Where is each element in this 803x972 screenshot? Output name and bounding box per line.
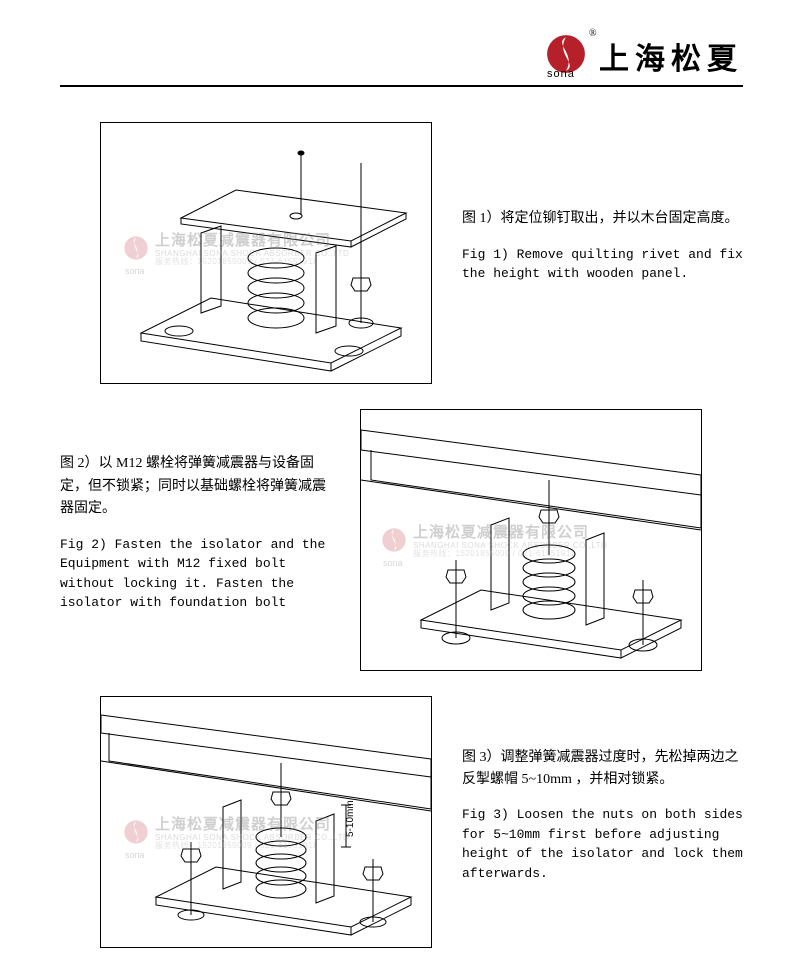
step-1-row: sona 上海松夏减震器有限公司 SHANGHAI SONA SHOCK ABS…: [60, 122, 743, 384]
registered-mark: ®: [589, 28, 597, 39]
figure-2: sona 上海松夏减震器有限公司 SHANGHAI SONA SHOCK ABS…: [360, 409, 702, 671]
figure-3: 5-10mm sona 上海松夏减震器有限公司 SHANGHAI SONA SH…: [100, 696, 432, 948]
brand-name-zh: 上海松夏: [599, 34, 743, 78]
step-1-caption-zh: 图 1）将定位铆钉取出，并以木台固定高度。: [462, 208, 743, 230]
step-2-caption-en: Fig 2) Fasten the isolator and the Equip…: [60, 535, 330, 613]
figure-2-drawing: [361, 410, 701, 670]
brand-name-en: sona: [547, 68, 575, 80]
step-3-row: 5-10mm sona 上海松夏减震器有限公司 SHANGHAI SONA SH…: [60, 696, 743, 948]
step-2-caption-zh: 图 2）以 M12 螺栓将弹簧减震器与设备固定，但不锁紧；同时以基础螺栓将弹簧减…: [60, 453, 330, 520]
page: ® sona 上海松夏: [0, 0, 803, 972]
step-1-caption-en: Fig 1) Remove quilting rivet and fix the…: [462, 245, 743, 284]
step-2-row: 图 2）以 M12 螺栓将弹簧减震器与设备固定，但不锁紧；同时以基础螺栓将弹簧减…: [60, 409, 743, 671]
step-1-text: 图 1）将定位铆钉取出，并以木台固定高度。 Fig 1) Remove quil…: [462, 208, 743, 297]
step-3-text: 图 3）调整弹簧减震器过度时，先松掉两边之反掣螺帽 5~10mm ，并相对锁紧。…: [462, 747, 743, 898]
figure-1-drawing: [101, 123, 431, 383]
step-3-caption-zh: 图 3）调整弹簧减震器过度时，先松掉两边之反掣螺帽 5~10mm ，并相对锁紧。: [462, 747, 743, 792]
sona-logo-icon: ® sona: [545, 30, 591, 78]
figure-3-drawing: 5-10mm: [101, 697, 431, 947]
page-header: ® sona 上海松夏: [60, 30, 743, 87]
step-2-text: 图 2）以 M12 螺栓将弹簧减震器与设备固定，但不锁紧；同时以基础螺栓将弹簧减…: [60, 453, 330, 626]
step-3-caption-en: Fig 3) Loosen the nuts on both sides for…: [462, 805, 743, 883]
dimension-label: 5-10mm: [345, 800, 356, 837]
brand-logo-block: ® sona 上海松夏: [545, 30, 743, 78]
figure-1: sona 上海松夏减震器有限公司 SHANGHAI SONA SHOCK ABS…: [100, 122, 432, 384]
